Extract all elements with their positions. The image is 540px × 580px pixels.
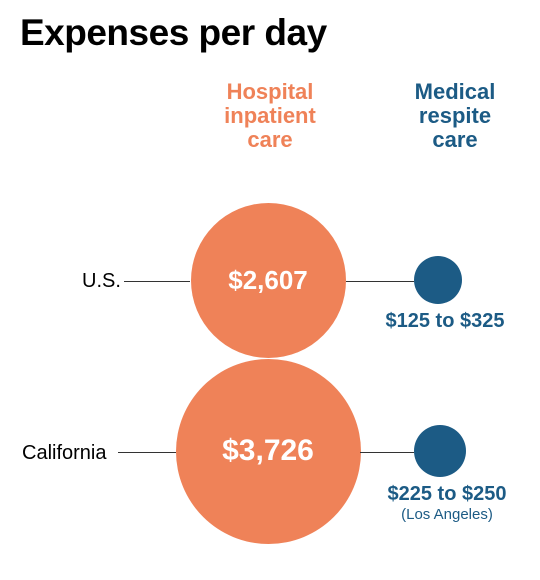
column-header-respite: Medicalrespitecare xyxy=(395,80,515,153)
chart-title: Expenses per day xyxy=(20,12,327,54)
connector-line xyxy=(360,452,414,453)
respite-value-sub: (Los Angeles) xyxy=(368,506,526,523)
bubble-respite-ca xyxy=(414,425,466,477)
bubble-respite-us xyxy=(414,256,462,304)
column-header-hospital: Hospitalinpatientcare xyxy=(195,80,345,153)
bubble-hospital-us: $2,607 xyxy=(191,203,346,358)
bubble-value: $3,726 xyxy=(222,434,314,468)
bubble-hospital-ca: $3,726 xyxy=(176,359,361,544)
chart-canvas: Expenses per day Hospitalinpatientcare M… xyxy=(0,0,540,580)
bubble-value: $2,607 xyxy=(228,265,308,296)
respite-value-us: $125 to $325 xyxy=(370,310,520,333)
respite-value-ca: $225 to $250 (Los Angeles) xyxy=(368,483,526,523)
connector-line xyxy=(118,452,176,453)
connector-line xyxy=(124,281,190,282)
respite-value-text: $225 to $250 xyxy=(388,483,507,505)
row-label-us: U.S. xyxy=(82,270,121,293)
respite-value-text: $125 to $325 xyxy=(386,310,505,332)
connector-line xyxy=(346,281,414,282)
row-label-ca: California xyxy=(22,442,106,465)
